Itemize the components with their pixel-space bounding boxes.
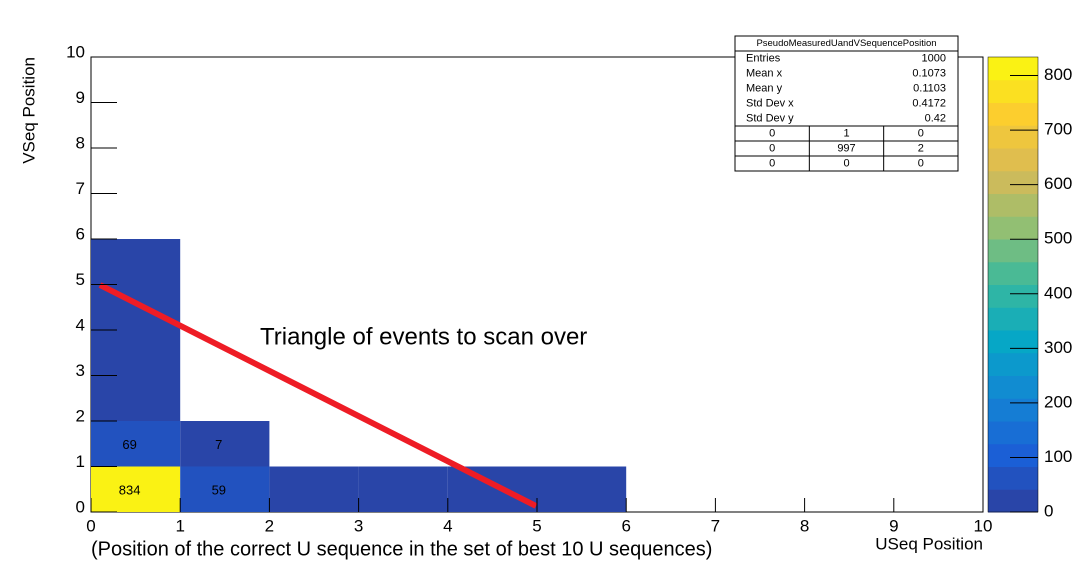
stats-matrix-value: 997: [837, 142, 855, 154]
stats-matrix-value: 0: [918, 157, 924, 169]
color-bar-band: [988, 102, 1038, 126]
x-tick-label: 2: [265, 516, 274, 535]
y-tick-label: 4: [76, 315, 85, 334]
z-tick-label: 400: [1044, 283, 1072, 302]
x-tick-label: 0: [86, 516, 95, 535]
y-tick-label: 0: [76, 497, 85, 516]
y-tick-label: 3: [76, 361, 85, 380]
heat-cell: [91, 421, 181, 467]
stats-value: 1000: [922, 52, 946, 64]
color-bar-band: [988, 193, 1038, 217]
color-bar-band: [988, 352, 1038, 376]
y-axis-title: VSeq Position: [19, 57, 38, 164]
x-tick-label: 9: [889, 516, 898, 535]
triangle-line: [98, 282, 538, 509]
color-bar-band: [988, 443, 1038, 467]
stats-matrix-value: 0: [843, 157, 849, 169]
heat-cell: [180, 421, 270, 467]
stats-box: [734, 35, 959, 172]
x-tick-label: 7: [711, 516, 720, 535]
z-tick-label: 100: [1044, 447, 1072, 466]
stats-label: Std Dev y: [746, 112, 794, 124]
z-tick-label: 0: [1044, 501, 1053, 520]
x-tick-label: 5: [532, 516, 541, 535]
y-tick-label: 2: [76, 406, 85, 425]
y-tick-label: 9: [76, 88, 85, 107]
x-tick-label: 1: [175, 516, 184, 535]
stats-label: Mean y: [746, 82, 783, 94]
stats-matrix-value: 0: [769, 142, 775, 154]
stats-label: Std Dev x: [746, 97, 794, 109]
z-tick-label: 500: [1044, 229, 1072, 248]
y-tick-label: 10: [66, 42, 85, 61]
z-tick-label: 600: [1044, 174, 1072, 193]
color-bar-band: [988, 125, 1038, 149]
cell-label: 834: [119, 483, 141, 498]
color-bar-band: [988, 284, 1038, 308]
stats-matrix-value: 2: [918, 142, 924, 154]
y-tick-label: 6: [76, 224, 85, 243]
z-tick-label: 800: [1044, 65, 1072, 84]
stats-matrix-value: 1: [843, 127, 849, 139]
color-bar-band: [988, 489, 1038, 513]
z-tick-label: 200: [1044, 392, 1072, 411]
cell-label: 59: [212, 483, 226, 498]
x-tick-label: 8: [800, 516, 809, 535]
heat-cell: [269, 466, 359, 512]
x-tick-label: 6: [621, 516, 630, 535]
y-tick-label: 1: [76, 452, 85, 471]
z-tick-label: 300: [1044, 338, 1072, 357]
heat-cell: [447, 466, 537, 512]
annotation: (Position of the correct U sequence in t…: [91, 538, 712, 560]
color-bar-band: [988, 239, 1038, 263]
heat-cell: [91, 239, 181, 285]
stats-title: PseudoMeasuredUandVSequencePosition: [756, 38, 936, 49]
stats-value: 0.4172: [912, 97, 946, 109]
stats-label: Mean x: [746, 67, 783, 79]
stats-matrix-value: 0: [769, 127, 775, 139]
stats-value: 0.42: [925, 112, 946, 124]
color-bar-band: [988, 148, 1038, 172]
annotation: Triangle of events to scan over: [260, 323, 587, 350]
stats-value: 0.1073: [912, 67, 946, 79]
color-bar-band: [988, 79, 1038, 103]
x-axis-title: USeq Position: [875, 534, 983, 553]
heat-cell: [91, 375, 181, 421]
heat-cell: [91, 330, 181, 376]
y-tick-label: 7: [76, 179, 85, 198]
heat-cell: [91, 466, 181, 512]
heat-cell: [180, 466, 270, 512]
color-bar-band: [988, 375, 1038, 399]
stats-value: 0.1103: [913, 82, 946, 94]
color-bar-band: [988, 57, 1038, 81]
z-tick-label: 700: [1044, 120, 1072, 139]
cells: 834 69 59 7: [91, 239, 627, 512]
stats-matrix-value: 0: [918, 127, 924, 139]
heat-cell: [358, 466, 448, 512]
color-bar-band: [988, 261, 1038, 285]
cell-label: 69: [122, 437, 136, 452]
color-bar-band: [988, 330, 1038, 354]
cell-label: 7: [215, 437, 222, 452]
color-bar-band: [988, 216, 1038, 240]
x-tick-label: 4: [443, 516, 452, 535]
x-tick-label: 10: [974, 516, 993, 535]
stats-label: Entries: [746, 52, 781, 64]
y-tick-label: 5: [76, 270, 85, 289]
color-bar-band: [988, 421, 1038, 445]
y-tick-label: 8: [76, 133, 85, 152]
x-tick-label: 3: [354, 516, 363, 535]
color-bar-band: [988, 307, 1038, 331]
heat-cell: [537, 466, 627, 512]
color-bar-band: [988, 466, 1038, 490]
color-bar-band: [988, 170, 1038, 194]
stats-matrix-value: 0: [769, 157, 775, 169]
color-bar-band: [988, 398, 1038, 422]
heat-cell: [91, 284, 181, 330]
